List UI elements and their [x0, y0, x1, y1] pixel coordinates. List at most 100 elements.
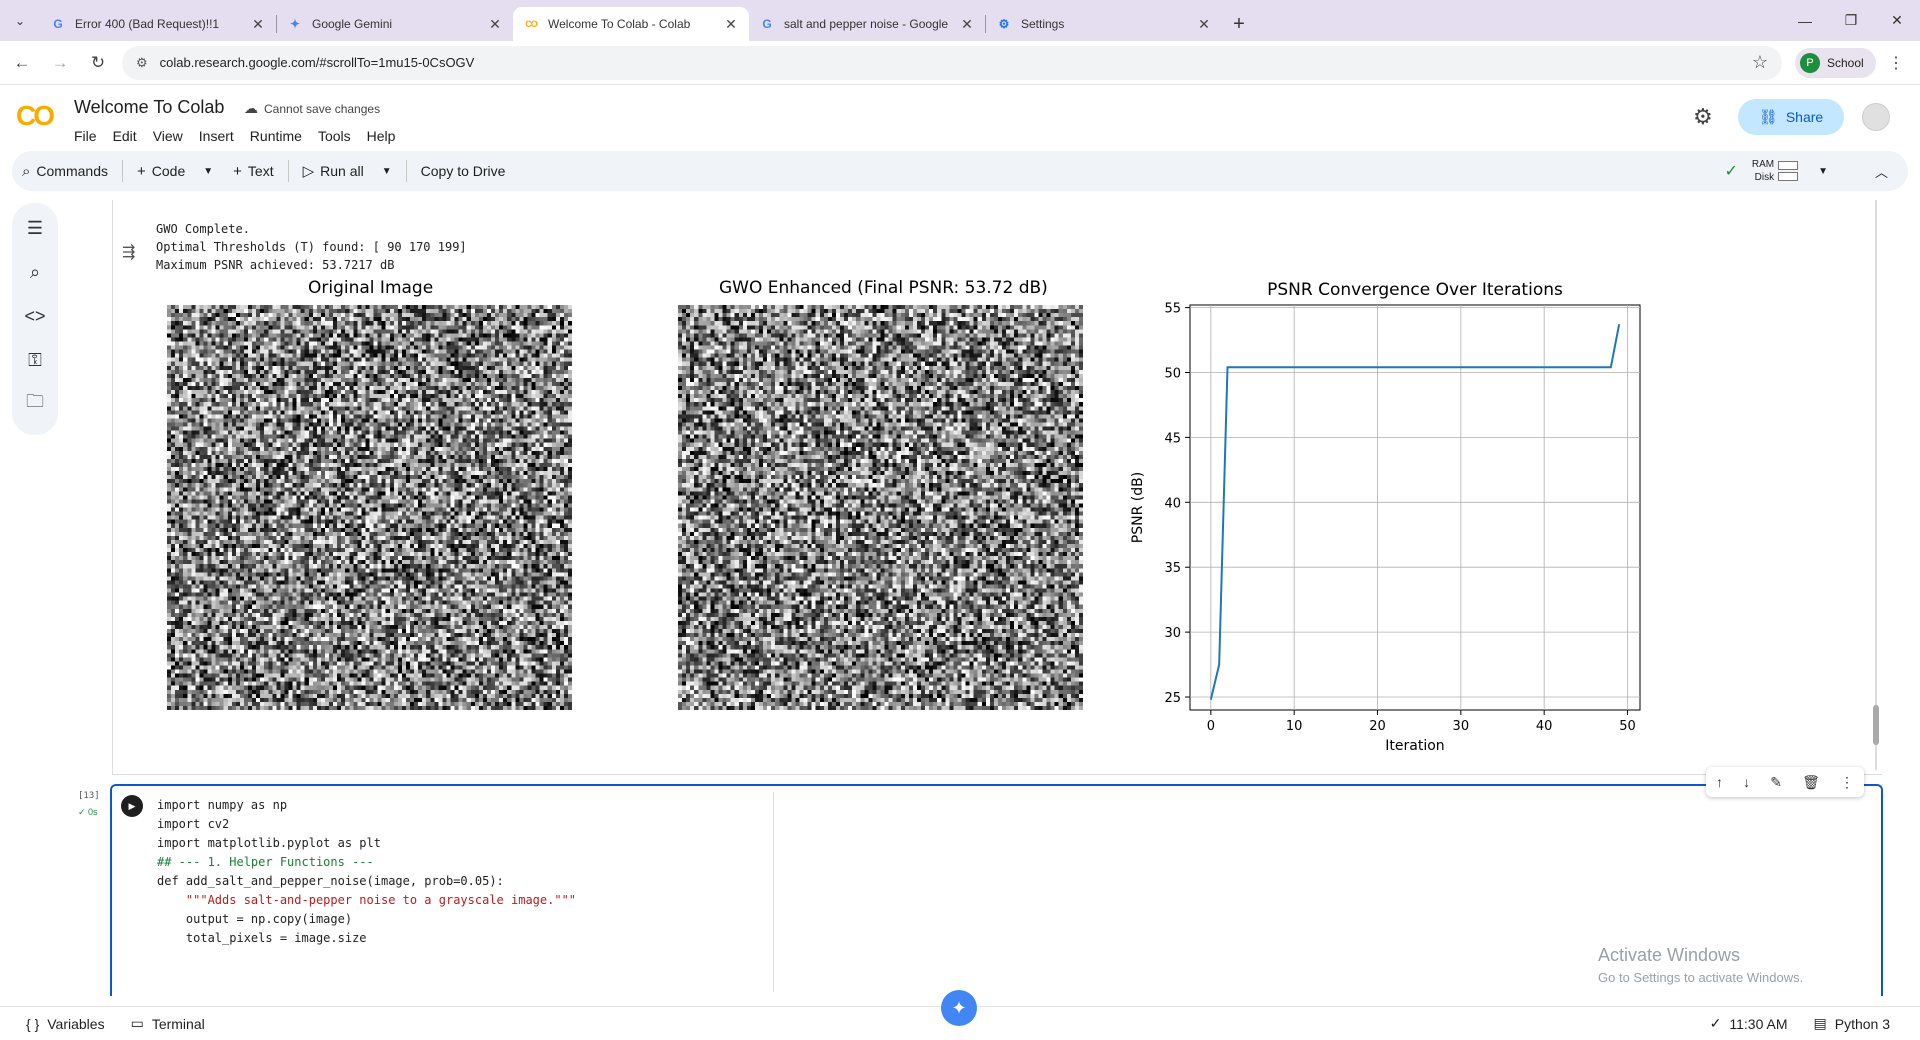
code-editor[interactable]: import numpy as np import cv2 import matpl…: [157, 796, 576, 948]
colab-logo[interactable]: CO: [16, 100, 55, 131]
close-icon[interactable]: ✕: [725, 15, 737, 32]
ram-label: RAM: [1751, 159, 1775, 170]
bookmark-star-icon[interactable]: ☆: [1751, 52, 1768, 72]
add-code-button[interactable]: + Code ▼: [127, 151, 223, 191]
browser-menu-icon[interactable]: ⋮: [1888, 54, 1904, 72]
menu-edit[interactable]: Edit: [112, 128, 137, 144]
tab-title: Settings: [1021, 17, 1065, 31]
reload-icon[interactable]: ↻: [90, 52, 106, 72]
tab-search-icon[interactable]: ⌄: [14, 13, 26, 28]
menu-help[interactable]: Help: [366, 128, 396, 144]
chevron-down-icon[interactable]: ▼: [203, 165, 214, 177]
chevron-down-icon[interactable]: ▼: [381, 165, 392, 177]
commands-button[interactable]: ⌕ Commands: [12, 151, 118, 191]
menu-bar: File Edit View Insert Runtime Tools Help: [74, 128, 411, 144]
move-down-icon[interactable]: ↓: [1743, 774, 1751, 790]
url-omnibox[interactable]: ⚙ colab.research.google.com/#scrollTo=1m…: [122, 45, 1782, 80]
terminal-button[interactable]: ▭ Terminal: [131, 1015, 205, 1032]
disk-label: Disk: [1754, 172, 1775, 183]
url-text[interactable]: colab.research.google.com/#scrollTo=1mu1…: [159, 55, 475, 70]
disk-bar: [1778, 172, 1799, 181]
find-replace-icon[interactable]: ⌕: [29, 261, 41, 282]
code-label: Code: [151, 163, 186, 179]
notebook-scrollbar[interactable]: [1871, 200, 1881, 770]
cloud-off-icon: ☁: [244, 100, 258, 116]
tab-settings[interactable]: ⚙ Settings ✕: [986, 7, 1222, 41]
connected-check-icon: ✓: [1724, 163, 1738, 180]
x-tick-label: 0: [1207, 719, 1215, 734]
copy-to-drive-label: Copy to Drive: [420, 163, 506, 179]
minimize-icon[interactable]: —: [1798, 12, 1812, 29]
close-icon[interactable]: ✕: [252, 15, 264, 32]
user-avatar[interactable]: [1862, 103, 1890, 131]
tab-salt-and-pepper-noise[interactable]: G salt and pepper noise - Google ✕: [749, 7, 985, 41]
text-label: Text: [247, 163, 274, 179]
move-up-icon[interactable]: ↑: [1716, 774, 1724, 790]
copy-to-drive-button[interactable]: Copy to Drive: [411, 151, 516, 191]
save-status[interactable]: ☁ Cannot save changes: [244, 100, 380, 117]
table-of-contents-icon[interactable]: ☰: [26, 217, 44, 238]
code-snippets-icon[interactable]: <>: [24, 305, 46, 326]
tab-welcome-to-colab[interactable]: CO Welcome To Colab - Colab ✕: [513, 7, 749, 41]
secrets-key-icon[interactable]: ⚿: [28, 349, 42, 370]
collapse-header-icon[interactable]: ︿: [1874, 164, 1888, 180]
tab-title: Welcome To Colab - Colab: [548, 17, 691, 31]
resource-monitor[interactable]: ✓ RAM Disk ▼: [1724, 151, 1828, 191]
settings-gear-icon[interactable]: ⚙: [1693, 104, 1713, 129]
x-axis-label: Iteration: [1385, 738, 1444, 754]
run-cell-button[interactable]: ▶: [121, 795, 143, 817]
close-icon[interactable]: ✕: [489, 15, 501, 32]
code-cell[interactable]: [110, 784, 1883, 996]
menu-runtime[interactable]: Runtime: [249, 128, 302, 144]
notebook-title[interactable]: Welcome To Colab: [74, 97, 225, 117]
output-text: GWO Complete. Optimal Thresholds (T) foun…: [156, 220, 467, 274]
status-left: { } Variables ▭ Terminal: [26, 1015, 231, 1032]
delete-trash-icon[interactable]: 🗑: [1802, 773, 1820, 790]
edit-pencil-icon[interactable]: ✎: [1770, 773, 1782, 790]
back-icon[interactable]: ←: [13, 52, 31, 72]
chevron-down-icon[interactable]: ▼: [1818, 165, 1828, 177]
more-options-icon[interactable]: ⋮: [1839, 773, 1854, 790]
close-window-icon[interactable]: ✕: [1891, 12, 1903, 28]
play-icon: ▷: [302, 163, 315, 180]
run-all-label: Run all: [320, 163, 364, 179]
watermark-subtitle: Go to Settings to activate Windows.: [1598, 970, 1804, 985]
scrollbar-thumb[interactable]: [1873, 705, 1879, 745]
notebook-area: ⇶ GWO Complete. Optimal Thresholds (T) fo…: [70, 200, 1882, 992]
tab-google-gemini[interactable]: ✦ Google Gemini ✕: [277, 7, 513, 41]
runtime-status[interactable]: ▤ Python 3: [1814, 1015, 1891, 1032]
last-run-status[interactable]: ✓ 11:30 AM: [1710, 1015, 1788, 1032]
browser-tab-strip: ⌄ G Error 400 (Bad Request)!!1 ✕ ✦ Googl…: [0, 0, 1920, 41]
status-right: ✓ 11:30 AM ▤ Python 3: [1684, 1015, 1890, 1032]
new-tab-button[interactable]: +: [1233, 12, 1245, 35]
share-button[interactable]: ⛓ Share: [1738, 99, 1844, 135]
menu-file[interactable]: File: [74, 128, 97, 144]
output-toggle-icon[interactable]: ⇶: [122, 244, 136, 261]
menu-view[interactable]: View: [152, 128, 183, 144]
code-line: import matplotlib.pyplot as plt: [157, 836, 381, 850]
x-tick-label: 40: [1536, 719, 1553, 734]
profile-chip[interactable]: P School: [1795, 47, 1876, 78]
restore-icon[interactable]: ❐: [1844, 12, 1858, 28]
close-icon[interactable]: ✕: [1198, 15, 1210, 32]
colab-header: CO Welcome To Colab ☁ Cannot save change…: [0, 86, 1920, 148]
site-info-icon[interactable]: ⚙: [136, 54, 148, 70]
run-all-button[interactable]: ▷ Run all ▼: [293, 151, 402, 191]
menu-tools[interactable]: Tools: [317, 128, 351, 144]
menu-insert[interactable]: Insert: [198, 128, 234, 144]
files-folder-icon[interactable]: 🗀: [26, 391, 44, 411]
enhanced-image: [678, 305, 1083, 710]
forward-icon[interactable]: →: [51, 52, 69, 72]
add-text-button[interactable]: + Text: [223, 151, 283, 191]
variables-button[interactable]: { } Variables: [26, 1016, 105, 1032]
code-line: import numpy as np: [157, 798, 288, 812]
tab-error-400[interactable]: G Error 400 (Bad Request)!!1 ✕: [40, 7, 276, 41]
close-icon[interactable]: ✕: [961, 15, 973, 32]
link-icon: ⛓: [1758, 109, 1778, 126]
profile-avatar: P: [1800, 52, 1820, 73]
variables-label: Variables: [47, 1015, 105, 1032]
gemini-sparkle-button[interactable]: ✦: [941, 990, 977, 1026]
settings-icon: ⚙: [998, 17, 1010, 31]
psnr-series-line: [1209, 324, 1621, 700]
chart-title: PSNR Convergence Over Iterations: [1267, 280, 1563, 300]
